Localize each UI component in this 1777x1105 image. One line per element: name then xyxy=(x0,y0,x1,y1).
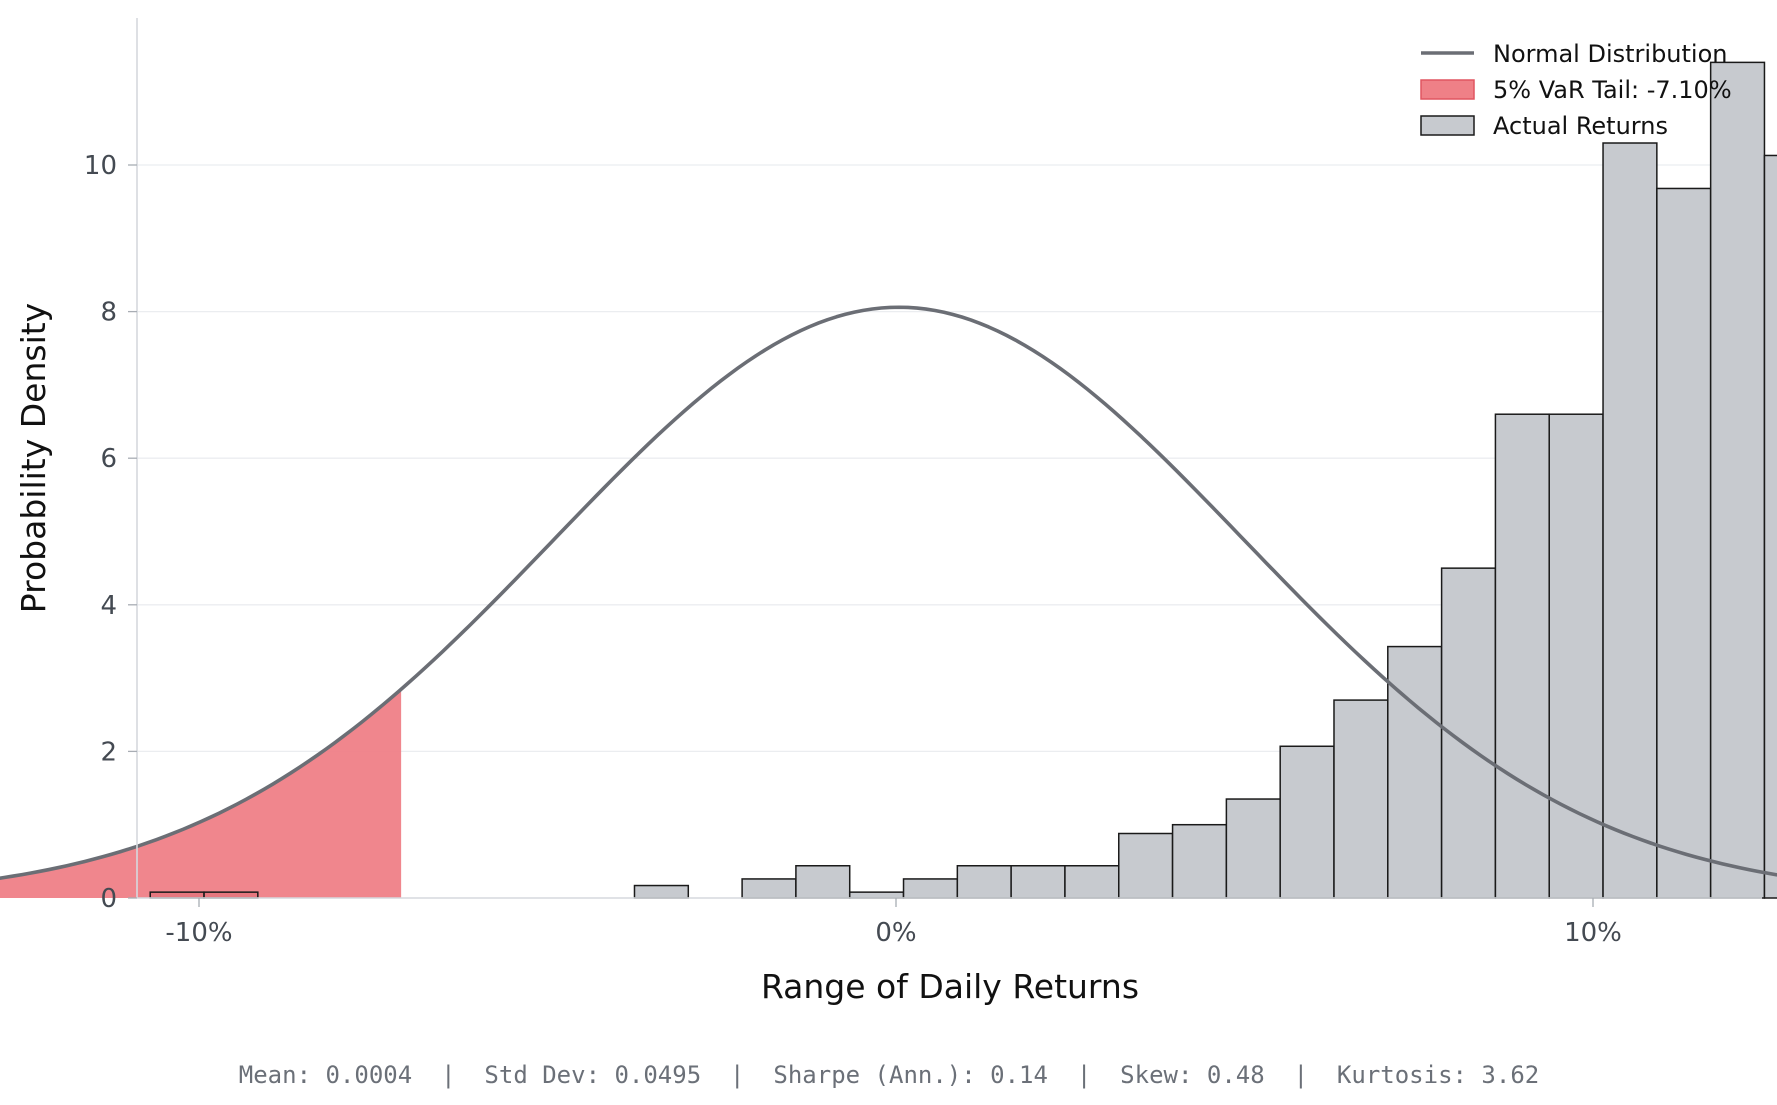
y-tick-label: 6 xyxy=(100,444,117,474)
histogram-bar xyxy=(741,878,797,899)
histogram-bar xyxy=(1709,61,1766,899)
histogram-bar xyxy=(902,878,959,899)
normal-curve xyxy=(0,305,1777,880)
legend-label-var-tail: 5% VaR Tail: -7.10% xyxy=(1493,76,1732,104)
histogram-bar xyxy=(848,891,905,899)
histogram-bar xyxy=(1763,154,1777,899)
histogram-bar xyxy=(203,891,259,899)
histogram-bar xyxy=(956,865,1012,899)
x-tick-label: 10% xyxy=(1564,918,1622,948)
y-tick-label: 0 xyxy=(100,884,117,914)
stats-summary: Mean: 0.0004 | Std Dev: 0.0495 | Sharpe … xyxy=(239,1061,1539,1089)
y-tick-label: 4 xyxy=(100,591,117,621)
histogram-bar xyxy=(1171,823,1228,899)
x-axis-title: Range of Daily Returns xyxy=(761,967,1139,1006)
histogram-bar xyxy=(1118,832,1174,899)
y-tick-label: 8 xyxy=(100,298,117,328)
x-tick-label: 0% xyxy=(875,918,916,948)
histogram-bar xyxy=(1064,865,1120,899)
y-tick-label: 10 xyxy=(84,151,117,181)
var-tail-area xyxy=(0,689,402,898)
histogram-bar xyxy=(1494,413,1550,899)
x-tick-label: -10% xyxy=(165,918,232,948)
histogram-bar xyxy=(795,865,851,899)
histogram-bar xyxy=(1548,413,1604,899)
legend: Normal Distribution 5% VaR Tail: -7.10% … xyxy=(1420,40,1732,140)
histogram-bar xyxy=(633,884,690,899)
legend-swatch-var-tail xyxy=(1420,79,1475,100)
y-axis-title: Probability Density xyxy=(14,303,53,613)
y-tick-label: 2 xyxy=(100,737,117,767)
legend-label-normal: Normal Distribution xyxy=(1493,40,1727,68)
histogram-bar xyxy=(1010,865,1066,899)
histogram-bar xyxy=(1387,645,1443,899)
var-tail-fill xyxy=(0,689,402,898)
histogram-bar xyxy=(1602,142,1658,899)
legend-swatch-actual-returns xyxy=(1420,115,1475,136)
histogram-bar xyxy=(1279,745,1335,899)
histogram-bar xyxy=(1225,798,1281,899)
histogram-bar xyxy=(149,891,205,899)
legend-label-actual-returns: Actual Returns xyxy=(1493,112,1668,140)
histogram-bar xyxy=(1333,699,1389,899)
normal-distribution-line xyxy=(0,305,1777,880)
histogram-bar xyxy=(1656,187,1712,899)
histogram-bars xyxy=(149,61,1777,899)
